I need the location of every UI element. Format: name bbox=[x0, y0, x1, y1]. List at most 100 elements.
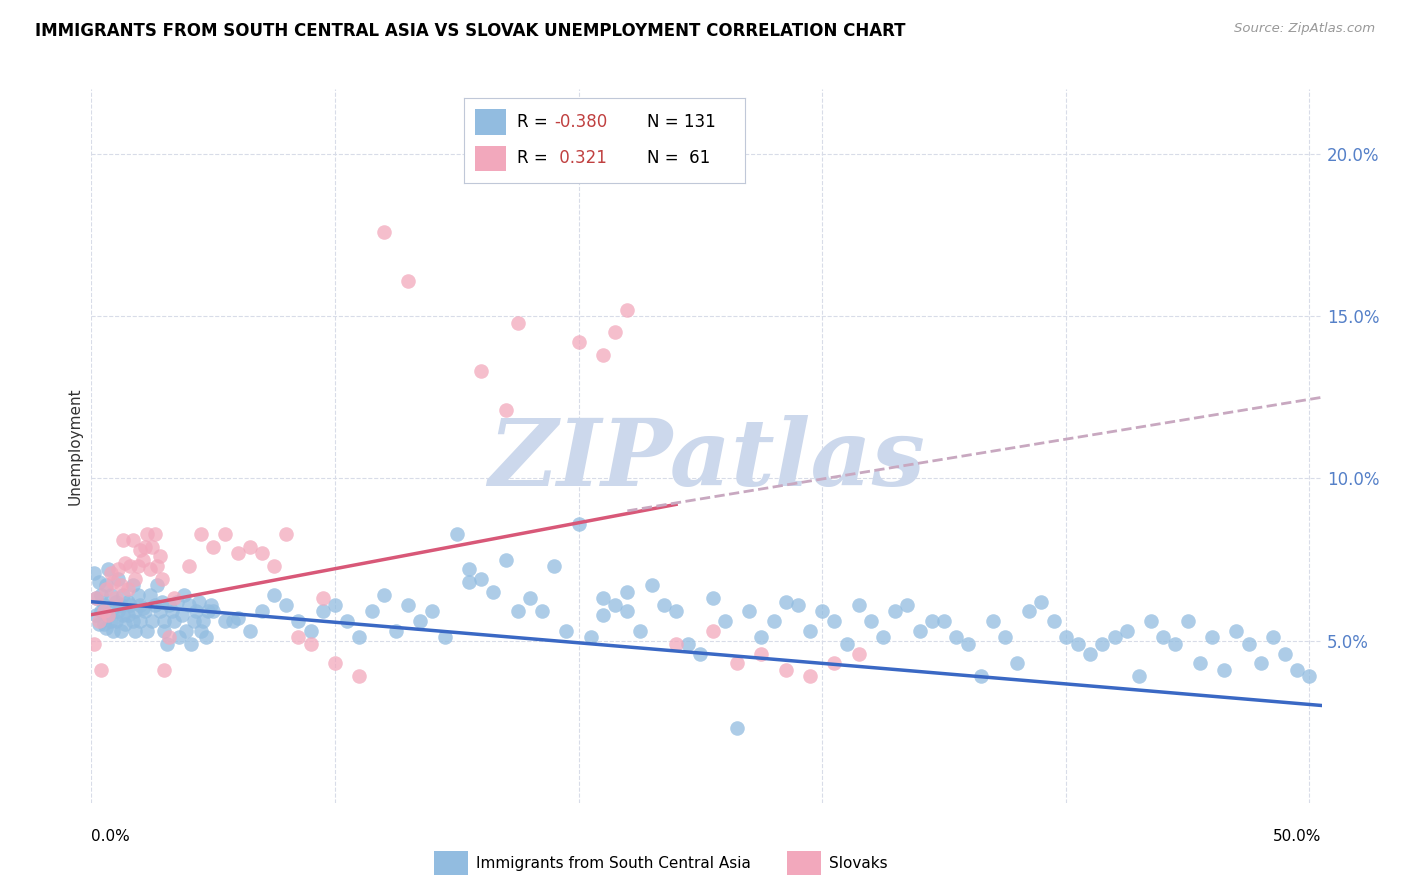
Point bbox=[884, 604, 907, 618]
Point bbox=[896, 598, 918, 612]
Point bbox=[775, 595, 797, 609]
Point bbox=[1164, 637, 1187, 651]
Point bbox=[605, 326, 627, 340]
Y-axis label: Unemployment: Unemployment bbox=[67, 387, 83, 505]
Point bbox=[579, 631, 602, 645]
Point bbox=[94, 578, 117, 592]
Point bbox=[409, 614, 432, 628]
Point bbox=[396, 274, 419, 288]
Point bbox=[555, 624, 578, 638]
Point bbox=[287, 631, 309, 645]
Text: R =: R = bbox=[517, 149, 554, 168]
Point bbox=[170, 607, 193, 622]
Point bbox=[104, 591, 127, 606]
Point bbox=[1274, 647, 1296, 661]
Point bbox=[93, 604, 115, 618]
Point bbox=[163, 591, 186, 606]
Point bbox=[157, 631, 180, 645]
Point bbox=[103, 624, 125, 638]
Point bbox=[678, 637, 700, 651]
Point bbox=[823, 657, 845, 671]
Point bbox=[139, 588, 162, 602]
Point bbox=[136, 624, 159, 638]
Text: 0.321: 0.321 bbox=[554, 149, 607, 168]
Point bbox=[121, 614, 143, 628]
Point bbox=[136, 526, 159, 541]
Point bbox=[177, 559, 200, 574]
Point bbox=[157, 598, 180, 612]
Point bbox=[349, 669, 371, 683]
Point bbox=[163, 614, 186, 628]
Point bbox=[139, 562, 162, 576]
Point bbox=[160, 604, 183, 618]
Point bbox=[202, 604, 225, 618]
Point bbox=[349, 631, 371, 645]
Point bbox=[957, 637, 980, 651]
Point bbox=[180, 637, 202, 651]
Point bbox=[93, 617, 115, 632]
Point bbox=[312, 591, 335, 606]
Point bbox=[107, 562, 129, 576]
Text: N =  61: N = 61 bbox=[647, 149, 710, 168]
Point bbox=[190, 624, 212, 638]
Point bbox=[908, 624, 931, 638]
Point bbox=[190, 526, 212, 541]
Point bbox=[124, 624, 146, 638]
Point bbox=[446, 526, 468, 541]
Point bbox=[568, 335, 591, 350]
Point bbox=[1115, 624, 1137, 638]
Point bbox=[276, 598, 298, 612]
Point bbox=[143, 598, 166, 612]
Point bbox=[146, 559, 169, 574]
Point bbox=[702, 591, 724, 606]
Point bbox=[263, 559, 285, 574]
Point bbox=[127, 559, 149, 574]
Point bbox=[713, 614, 735, 628]
Point bbox=[299, 637, 322, 651]
Point bbox=[519, 591, 541, 606]
Point bbox=[738, 604, 761, 618]
Point bbox=[1054, 631, 1077, 645]
Point bbox=[312, 604, 335, 618]
Point bbox=[177, 598, 200, 612]
Point bbox=[336, 614, 359, 628]
Point bbox=[129, 614, 152, 628]
Point bbox=[112, 533, 135, 547]
Point bbox=[263, 588, 285, 602]
Bar bbox=[434, 851, 468, 875]
Text: -0.380: -0.380 bbox=[554, 113, 607, 131]
Point bbox=[373, 225, 395, 239]
Point bbox=[156, 637, 179, 651]
Point bbox=[112, 607, 135, 622]
Point bbox=[1286, 663, 1309, 677]
Point bbox=[103, 575, 125, 590]
Point bbox=[100, 614, 122, 628]
Point bbox=[187, 595, 209, 609]
Point bbox=[702, 624, 724, 638]
Point bbox=[1261, 631, 1284, 645]
Point bbox=[87, 575, 110, 590]
Point bbox=[117, 595, 139, 609]
Point bbox=[531, 604, 554, 618]
Point bbox=[482, 585, 505, 599]
Point bbox=[104, 595, 127, 609]
Point bbox=[226, 546, 249, 560]
Point bbox=[921, 614, 943, 628]
Point bbox=[859, 614, 882, 628]
Point bbox=[495, 552, 517, 566]
Point bbox=[616, 302, 638, 317]
Point bbox=[153, 663, 176, 677]
Point bbox=[166, 595, 188, 609]
Point bbox=[396, 598, 419, 612]
Point bbox=[183, 614, 205, 628]
Point bbox=[470, 572, 492, 586]
Bar bbox=[475, 145, 506, 171]
Point bbox=[104, 614, 127, 628]
Text: Source: ZipAtlas.com: Source: ZipAtlas.com bbox=[1234, 22, 1375, 36]
Point bbox=[1188, 657, 1211, 671]
Point bbox=[143, 526, 166, 541]
Point bbox=[193, 614, 215, 628]
Point bbox=[725, 721, 748, 735]
Bar bbox=[475, 109, 506, 135]
Point bbox=[945, 631, 967, 645]
